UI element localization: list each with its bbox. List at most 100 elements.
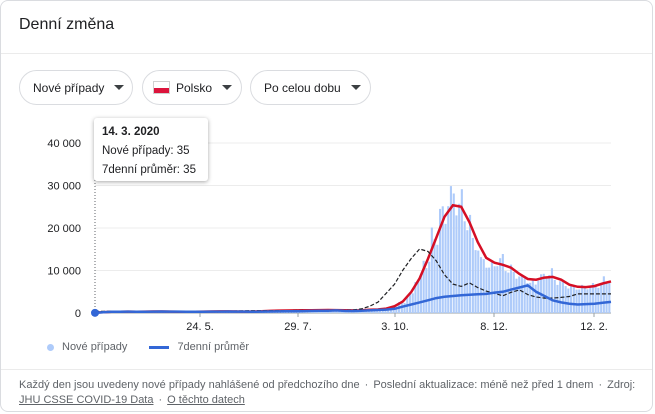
metric-dropdown-label: Nové případy [33,80,105,95]
chart-lines [91,126,612,317]
chart-bar [518,276,521,313]
chart-bar [523,278,526,313]
footer-note: Každý den jsou uvedeny nové případy nahl… [19,379,360,391]
x-tick-label: 3. 10. [381,321,409,333]
chart-bar [575,289,578,313]
chart-bar [455,215,458,313]
metric-dropdown[interactable]: Nové případy [19,70,133,105]
legend-line-icon [149,345,170,349]
chart-bar [480,257,483,313]
title-divider [1,53,652,54]
chart-bar [545,276,548,313]
chart-bar [570,286,573,313]
y-tick-label: 40 000 [47,138,81,150]
footer-divider [1,369,652,370]
chart-bar [395,307,398,313]
chart-bar [414,282,417,313]
chart-bar [594,284,597,313]
chart-bar [447,206,450,313]
y-tick-label: 30 000 [47,181,81,193]
legend-item-average: 7denní průměr [149,341,249,353]
chart-bar [441,206,444,313]
chart-bar [520,275,523,313]
hover-point-marker [91,308,99,317]
chart-bar [501,254,504,313]
chart-bar [482,259,485,313]
chart-bar [605,282,608,313]
chart-bar [439,208,442,313]
chart-bar [529,282,532,313]
chart-bar [515,278,518,313]
x-tick-label: 24. 5. [186,321,214,333]
chart-bar [583,286,586,313]
card-title: Denní změna [19,16,115,33]
chart-bar [471,238,474,313]
chart-bar [572,285,575,313]
chart-bar [602,276,605,313]
tooltip-new-cases: Nové případy: 35 [102,145,190,157]
chart-bars [95,186,611,313]
chart-bar [507,272,510,313]
country-dropdown[interactable]: Polsko [142,70,242,105]
chart-bar [403,302,406,313]
chart-bar [553,280,556,313]
legend-label-average: 7denní průměr [177,341,249,353]
poland-flag-icon [153,81,170,94]
chart-bar [477,250,480,313]
chart-bar [556,284,559,313]
time-range-dropdown-label: Po celou dobu [264,80,341,95]
chart-bar [425,268,428,313]
chart-bar [512,272,515,313]
chart-bar [567,288,570,313]
chart-bar [600,283,603,313]
footer-source-prefix: Zdroj: [607,379,636,391]
y-tick-label: 0 [75,308,81,320]
chart-bar [493,266,496,313]
y-tick-label: 20 000 [47,223,81,235]
source-link[interactable]: JHU CSSE COVID-19 Data [19,394,154,406]
chart-tooltip: 14. 3. 2020 Nové případy: 35 7denní prům… [94,118,208,181]
tooltip-date: 14. 3. 2020 [102,126,160,138]
chart-bar [581,284,584,313]
legend-item-new-cases: Nové případy [47,341,127,353]
y-tick-label: 10 000 [47,266,81,278]
chart-bar [550,268,553,313]
chart-bar [422,260,425,313]
time-range-dropdown[interactable]: Po celou dobu [250,70,371,105]
chart-bar [428,261,431,313]
chart-bar [409,293,412,313]
x-tick-label: 12. 2. [580,321,608,333]
chart-bar [419,274,422,313]
chart-bar [460,189,463,313]
chart-bar [591,283,594,313]
chart-bar [469,214,472,313]
chart-bar [417,280,420,313]
chart-bar [578,289,581,313]
chart-bar [430,227,433,313]
chart-bar [490,260,493,313]
chart-bar [586,289,589,313]
legend-dot-icon [47,343,54,351]
chart-bar [433,239,436,313]
chart-bar [452,193,455,313]
daily-cases-chart[interactable]: 0 10 000 20 000 30 000 40 000 24. 5. 29. 7. 3.… [1,116,653,341]
caret-down-icon [350,85,361,90]
chart-bar [534,284,537,313]
country-dropdown-label: Polsko [176,80,213,95]
chart-bar [463,221,466,313]
chart-bar [466,230,469,313]
caret-down-icon [114,85,125,90]
chart-bar [376,309,379,313]
seven-day-average-line [94,284,612,315]
x-tick-label: 29. 7. [284,321,312,333]
chart-bar [474,250,477,313]
chart-bar [542,273,545,313]
y-axis-ticks: 0 10 000 20 000 30 000 40 000 [47,138,81,320]
about-data-link[interactable]: O těchto datech [167,394,245,406]
chart-bar [485,267,488,313]
chart-bar [444,223,447,313]
chart-bar [499,258,502,313]
x-axis-ticks: 24. 5. 29. 7. 3. 10. 8. 12. 12. 2. [186,313,608,333]
legend-label-new-cases: Nové případy [62,341,128,353]
